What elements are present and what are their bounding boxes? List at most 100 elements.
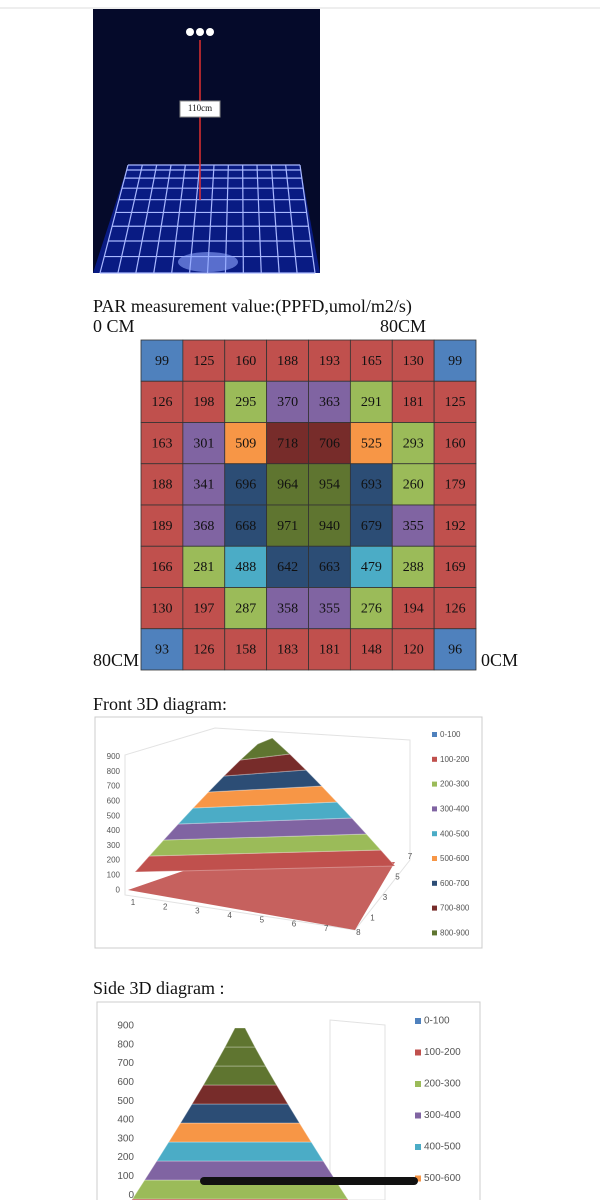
photo-grid-line xyxy=(256,164,262,274)
cell-value: 363 xyxy=(319,395,340,410)
cell-value: 276 xyxy=(361,601,382,616)
cell-value: 940 xyxy=(319,519,340,534)
cell xyxy=(182,380,226,423)
y-tick-label: 0 xyxy=(116,885,121,894)
legend-label: 0-100 xyxy=(440,730,461,739)
surface-band xyxy=(167,1122,313,1143)
legend-label: 200-300 xyxy=(440,780,470,789)
cell xyxy=(140,422,184,465)
photo-grid-line xyxy=(135,164,158,274)
legend-swatch xyxy=(432,732,437,737)
cell xyxy=(182,422,226,465)
legend-swatch xyxy=(432,905,437,911)
cell xyxy=(391,587,435,630)
legend-label: 200-300 xyxy=(424,1079,461,1090)
cell-value: 525 xyxy=(361,436,382,451)
cell-value: 293 xyxy=(403,436,424,451)
cell xyxy=(224,587,268,630)
corner-label: 80CM xyxy=(93,650,139,670)
cell xyxy=(224,380,268,423)
front-title: Front 3D diagram: xyxy=(93,694,227,714)
cell xyxy=(308,339,351,382)
cell-value: 696 xyxy=(235,478,256,493)
photo: 110cm xyxy=(93,9,320,274)
y-tick-label: 800 xyxy=(117,1039,134,1050)
z-tick-label: 3 xyxy=(383,893,388,902)
cell xyxy=(224,545,268,588)
cell xyxy=(391,504,435,547)
par-title: PAR measurement value:(PPFD,umol/m2/s) xyxy=(93,296,412,317)
cell xyxy=(391,339,435,382)
x-tick-label: 3 xyxy=(195,907,200,916)
side-title: Side 3D diagram : xyxy=(93,978,224,998)
side-chart: 900 800 700 600 500 400 300 200 100 0 0-100 100-200… xyxy=(117,1016,461,1200)
cell xyxy=(140,380,184,423)
cell-value: 679 xyxy=(361,519,382,534)
y-tick-label: 200 xyxy=(107,856,121,865)
legend-swatch xyxy=(415,1175,421,1182)
photo-grid-line xyxy=(299,164,316,274)
photo-grid-line xyxy=(171,164,186,274)
y-tick-label: 700 xyxy=(107,782,121,791)
z-tick-label: 7 xyxy=(408,852,413,861)
photo-grid-line xyxy=(285,164,298,274)
cell xyxy=(349,380,393,423)
cell xyxy=(308,380,351,423)
cell xyxy=(349,463,393,506)
cell xyxy=(308,545,351,588)
cell-value: 188 xyxy=(151,478,172,493)
cell-value: 183 xyxy=(277,643,298,658)
cell xyxy=(140,628,184,671)
cell-value: 509 xyxy=(235,436,256,451)
cell-value: 99 xyxy=(448,354,462,369)
cell xyxy=(391,463,435,506)
cell-value: 693 xyxy=(361,478,382,493)
cell-value: 125 xyxy=(445,395,466,410)
cell xyxy=(391,545,435,588)
x-tick-label: 6 xyxy=(292,920,297,929)
cell-value: 96 xyxy=(448,643,462,658)
legend-swatch xyxy=(432,781,437,787)
photo-grid-line xyxy=(242,164,244,274)
cell-value: 287 xyxy=(235,601,256,616)
cell-value: 126 xyxy=(193,643,214,658)
cell-value: 291 xyxy=(361,395,382,410)
cell-value: 189 xyxy=(151,519,172,534)
y-tick-label: 500 xyxy=(107,811,121,820)
surface-band xyxy=(224,1027,256,1048)
cell xyxy=(182,339,226,382)
cell xyxy=(140,545,184,588)
legend-label: 100-200 xyxy=(424,1047,461,1058)
legend-swatch xyxy=(415,1144,421,1150)
legend-swatch xyxy=(432,806,437,812)
cell xyxy=(266,628,309,671)
photo-grid-line xyxy=(99,164,129,274)
cell xyxy=(224,422,268,465)
legend-label: 400-500 xyxy=(440,829,470,838)
x-tick-label: 5 xyxy=(260,915,265,924)
cell-value: 954 xyxy=(319,478,340,493)
cell-value: 355 xyxy=(319,601,340,616)
legend-label: 600-700 xyxy=(440,879,470,888)
corner-label: 0CM xyxy=(481,650,518,670)
home-indicator xyxy=(200,1177,418,1185)
cell-value: 301 xyxy=(193,436,214,451)
y-tick-label: 0 xyxy=(128,1190,134,1200)
photo-grid-line xyxy=(270,164,280,274)
y-tick-label: 300 xyxy=(117,1133,134,1144)
y-tick-label: 900 xyxy=(107,752,121,761)
legend-label: 500-600 xyxy=(440,854,470,863)
y-tick-label: 500 xyxy=(117,1096,134,1107)
cell-value: 964 xyxy=(277,478,298,493)
y-tick-label: 300 xyxy=(107,841,121,850)
legend-swatch xyxy=(432,756,437,762)
surface-band xyxy=(238,737,291,761)
cell xyxy=(140,587,184,630)
cell-value: 341 xyxy=(193,478,214,493)
cell-value: 126 xyxy=(445,601,466,616)
x-tick-label: 2 xyxy=(163,902,168,911)
legend-label: 700-800 xyxy=(440,904,470,913)
cell xyxy=(349,339,393,382)
y-tick-label: 700 xyxy=(117,1058,134,1069)
y-tick-label: 800 xyxy=(107,767,121,776)
